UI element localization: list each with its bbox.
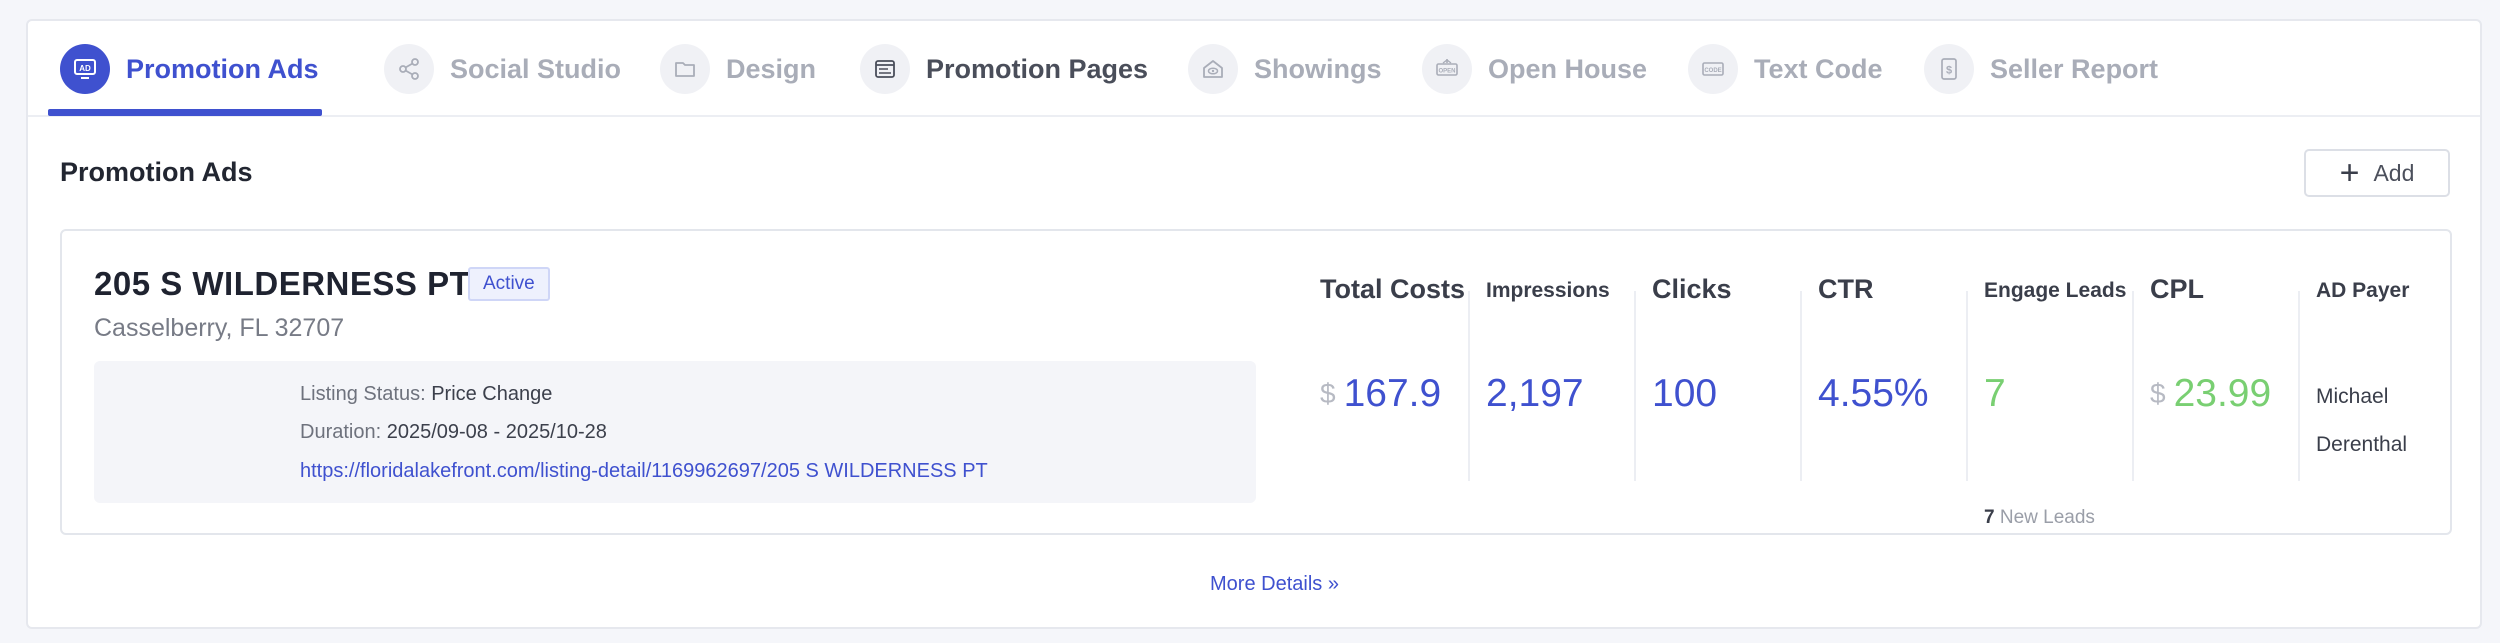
metric-divider bbox=[2298, 291, 2300, 481]
clicks-value: 100 bbox=[1652, 372, 1718, 415]
tab-open-house[interactable]: OPEN Open House bbox=[1422, 21, 1647, 117]
metric-divider bbox=[2132, 291, 2134, 481]
listing-city: Casselberry, FL 32707 bbox=[94, 314, 345, 342]
tab-bar: AD Promotion Ads Social Studio Design Pr… bbox=[28, 21, 2480, 117]
listing-duration: Duration: 2025/09-08 - 2025/10-28 bbox=[300, 421, 607, 444]
svg-text:$: $ bbox=[1946, 65, 1952, 77]
listing-url-link[interactable]: https://floridalakefront.com/listing-det… bbox=[300, 460, 988, 482]
metric-label: AD Payer bbox=[2316, 279, 2410, 302]
engage-leads-value: 7 bbox=[1984, 372, 2006, 415]
status-badge: Active bbox=[468, 267, 550, 301]
listing-info-box: Listing Status: Price Change Duration: 2… bbox=[94, 361, 1256, 503]
add-button-label: Add bbox=[2373, 159, 2415, 186]
new-leads-count: 7 bbox=[1984, 507, 1995, 528]
metric-label: Total Costs bbox=[1320, 274, 1466, 304]
share-icon bbox=[384, 44, 434, 94]
listing-status-value: Price Change bbox=[431, 383, 553, 405]
metric-label: Engage Leads bbox=[1984, 279, 2127, 302]
tab-design[interactable]: Design bbox=[660, 21, 816, 117]
metric-divider bbox=[1468, 291, 1470, 481]
duration-value: 2025/09-08 - 2025/10-28 bbox=[386, 421, 607, 443]
svg-text:CODE: CODE bbox=[1704, 68, 1721, 74]
total-costs-value: 167.9 bbox=[1343, 372, 1442, 415]
metric-label: CTR bbox=[1818, 274, 1874, 304]
eye-house-icon bbox=[1188, 44, 1238, 94]
ctr-value: 4.55% bbox=[1818, 372, 1929, 415]
tab-label: Social Studio bbox=[450, 53, 622, 84]
open-sign-icon: OPEN bbox=[1422, 44, 1472, 94]
tab-label: Open House bbox=[1488, 53, 1648, 84]
tab-label: Design bbox=[726, 53, 817, 84]
svg-text:AD: AD bbox=[79, 64, 91, 73]
metric-divider bbox=[1634, 291, 1636, 481]
cpl-value: 23.99 bbox=[2173, 372, 2272, 415]
metric-value: $167.9 bbox=[1320, 372, 1441, 416]
tab-label: Showings bbox=[1254, 53, 1382, 84]
promotion-panel: AD Promotion Ads Social Studio Design Pr… bbox=[26, 19, 2482, 629]
promotion-ad-card: 205 S WILDERNESS PT Active Casselberry, … bbox=[60, 229, 2452, 535]
tab-label: Promotion Pages bbox=[926, 53, 1149, 84]
metric-divider bbox=[1966, 291, 1968, 481]
plus-icon: + bbox=[2339, 154, 2360, 192]
listing-status-key: Listing Status: bbox=[300, 383, 432, 405]
tab-label: Text Code bbox=[1754, 53, 1883, 84]
section-title: Promotion Ads bbox=[60, 157, 253, 187]
currency-symbol: $ bbox=[2150, 378, 2166, 409]
metric-value: $23.99 bbox=[2150, 372, 2271, 416]
ad-payer-value: Michael Derenthal bbox=[2316, 385, 2408, 456]
tab-seller-report[interactable]: $ Seller Report bbox=[1924, 21, 2158, 117]
metric-label: Impressions bbox=[1486, 279, 1610, 302]
dollar-doc-icon: $ bbox=[1924, 44, 1974, 94]
ad-icon: AD bbox=[60, 44, 110, 94]
listing-status: Listing Status: Price Change bbox=[300, 383, 552, 406]
code-icon: CODE bbox=[1688, 44, 1738, 94]
folder-icon bbox=[660, 44, 710, 94]
currency-symbol: $ bbox=[1320, 378, 1336, 409]
browser-icon bbox=[860, 44, 910, 94]
duration-key: Duration: bbox=[300, 421, 387, 443]
more-details-link[interactable]: More Details » bbox=[1210, 573, 1339, 595]
tab-text-code[interactable]: CODE Text Code bbox=[1688, 21, 1883, 117]
tab-label: Seller Report bbox=[1990, 53, 2159, 84]
tab-showings[interactable]: Showings bbox=[1188, 21, 1382, 117]
new-leads-note: 7 New Leads bbox=[1984, 507, 2095, 529]
add-button[interactable]: + Add bbox=[2304, 149, 2450, 197]
svg-text:OPEN: OPEN bbox=[1438, 69, 1455, 75]
active-tab-indicator bbox=[48, 109, 322, 116]
listing-address: 205 S WILDERNESS PT bbox=[94, 265, 471, 302]
metric-label: Clicks bbox=[1652, 274, 1732, 304]
tab-promotion-pages[interactable]: Promotion Pages bbox=[860, 21, 1148, 117]
tab-promotion-ads[interactable]: AD Promotion Ads bbox=[60, 21, 319, 117]
tab-label: Promotion Ads bbox=[126, 53, 319, 84]
metric-label: CPL bbox=[2150, 274, 2204, 304]
tab-social-studio[interactable]: Social Studio bbox=[384, 21, 621, 117]
metric-divider bbox=[1800, 291, 1802, 481]
new-leads-label: New Leads bbox=[1994, 507, 2095, 528]
impressions-value: 2,197 bbox=[1486, 372, 1584, 415]
